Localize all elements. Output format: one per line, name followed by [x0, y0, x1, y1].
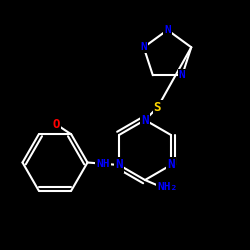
Text: N: N [164, 25, 171, 35]
Text: N: N [167, 158, 175, 172]
Text: S: S [154, 101, 161, 114]
Text: N: N [141, 114, 149, 126]
Text: N: N [141, 114, 149, 126]
Text: N: N [115, 158, 123, 172]
Text: NH₂: NH₂ [158, 182, 178, 192]
Text: N: N [140, 42, 147, 52]
Text: O: O [52, 118, 60, 131]
Text: NH: NH [96, 159, 110, 169]
Text: N: N [115, 158, 123, 172]
Text: N: N [167, 158, 175, 172]
Text: N: N [179, 70, 186, 80]
